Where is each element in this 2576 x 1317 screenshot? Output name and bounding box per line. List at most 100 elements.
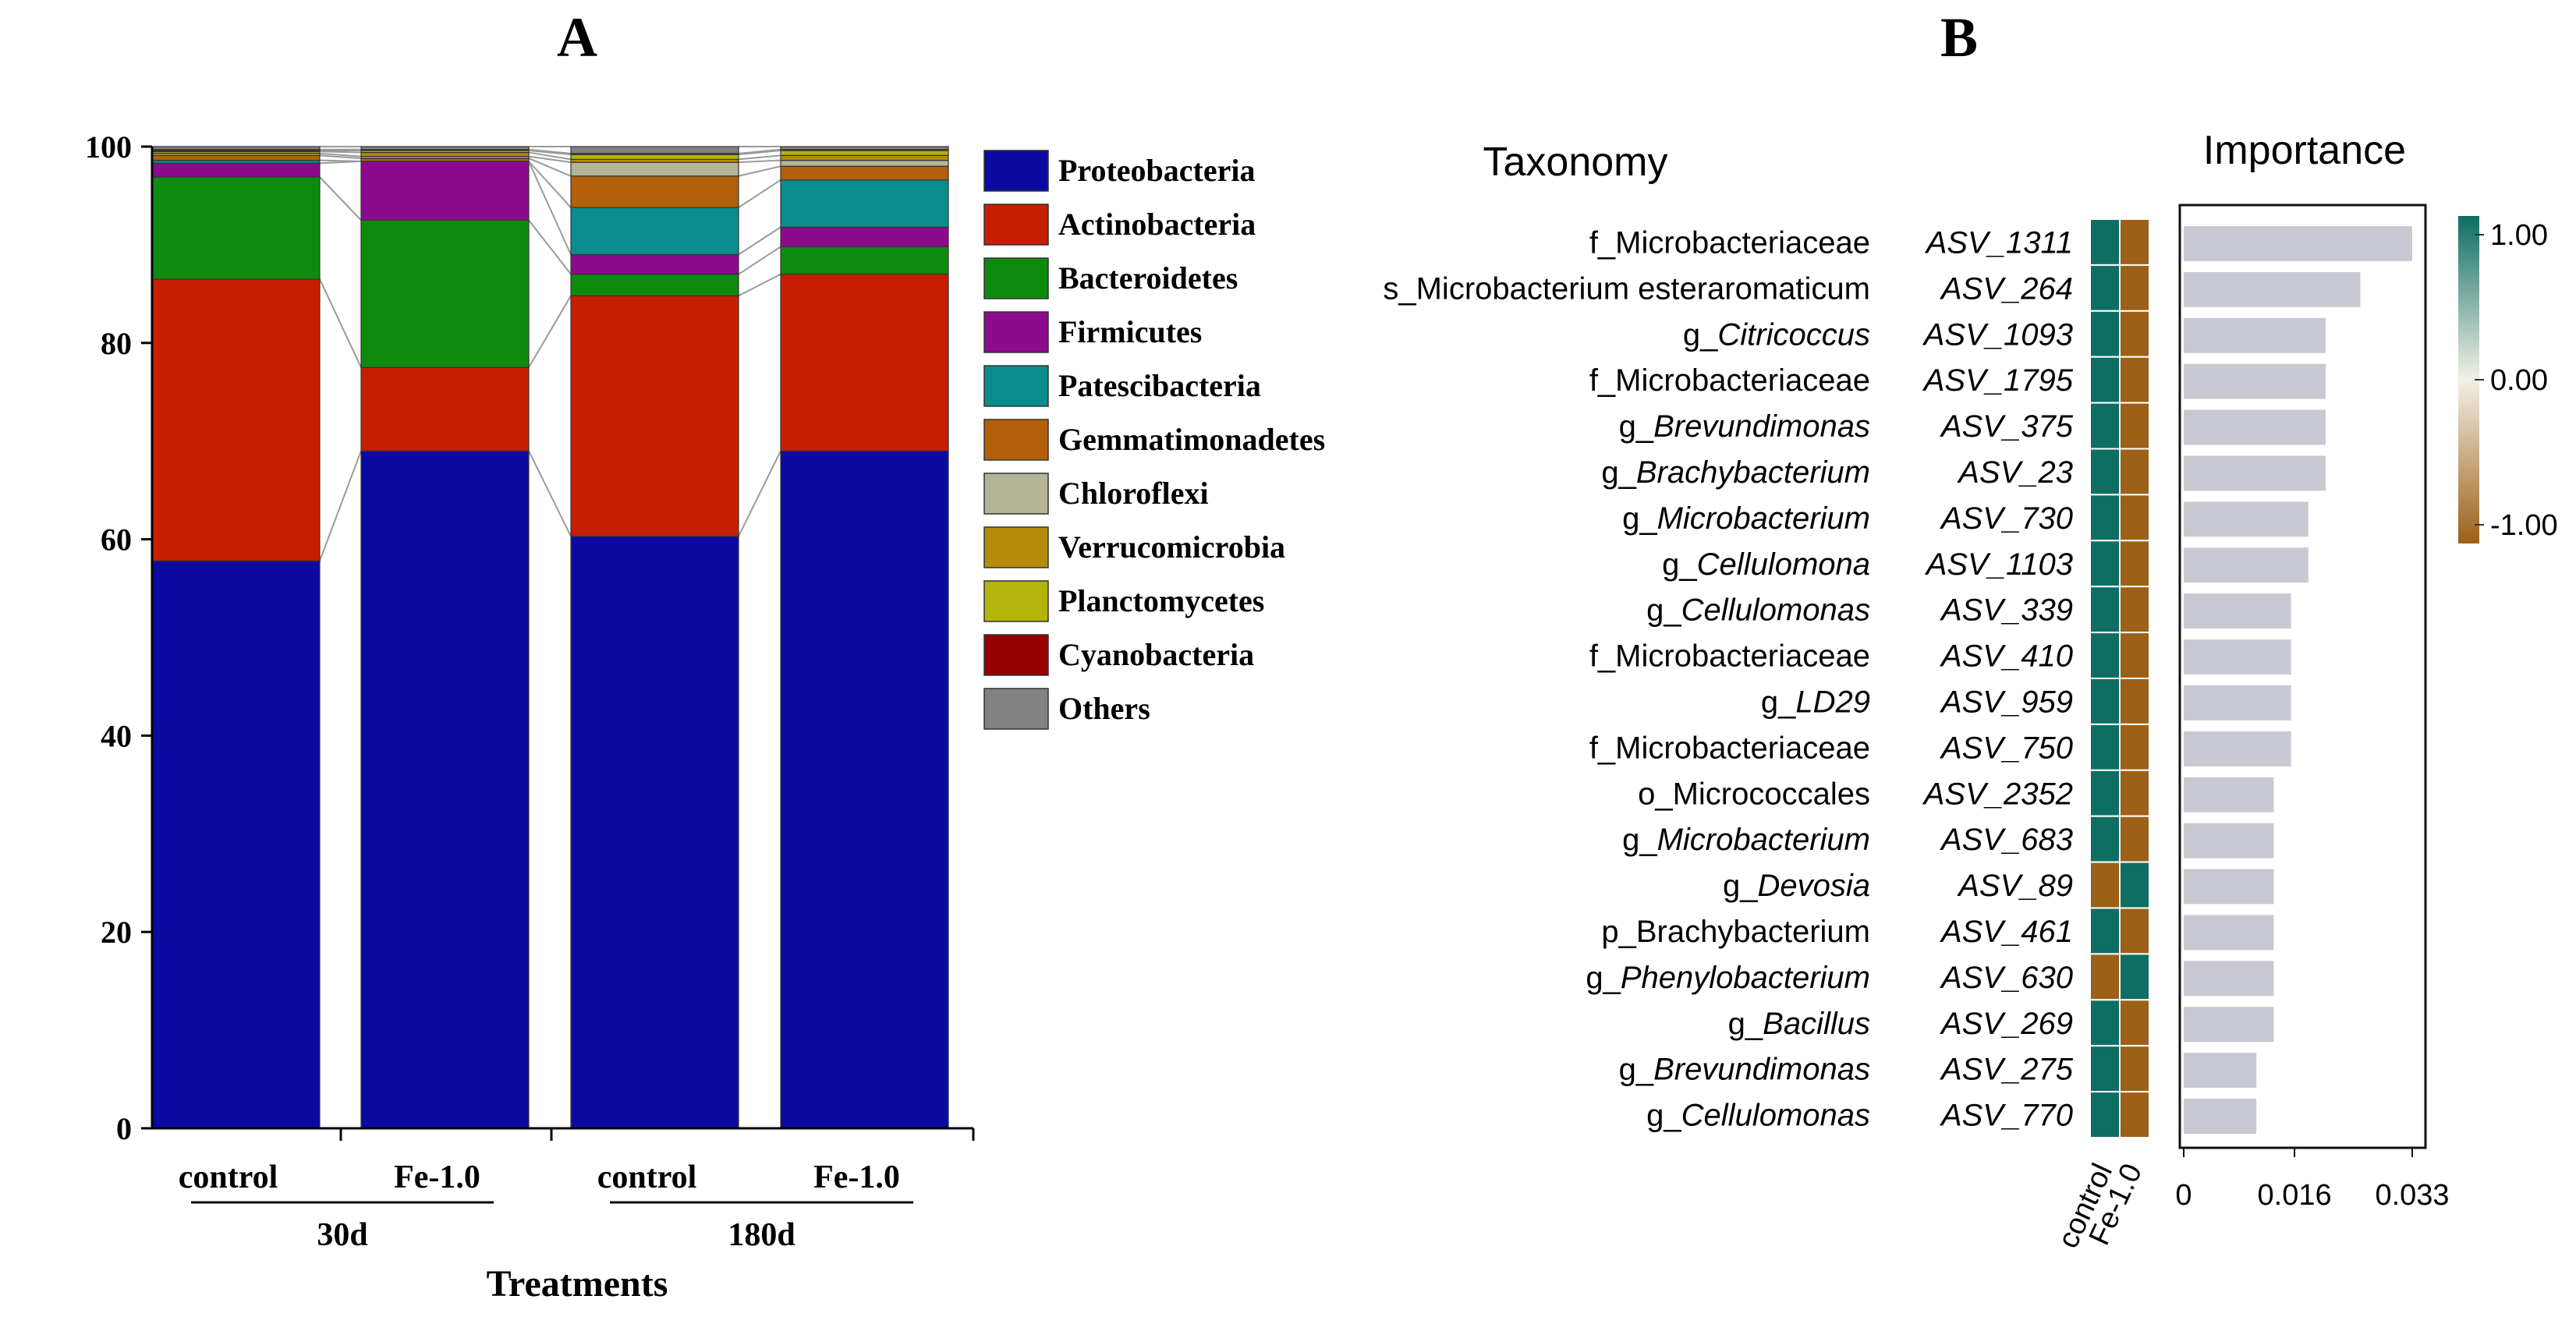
taxonomy-name: Brevundimonas	[1653, 1053, 1870, 1087]
importance-bar	[2184, 226, 2412, 261]
taxonomy-prefix: g_	[1761, 685, 1796, 719]
heatmap-cell	[2119, 1091, 2150, 1138]
heatmap-cell	[2089, 907, 2121, 955]
legend: Proteobacteria Actinobacteria Bacteroidete…	[983, 150, 1325, 730]
heatmap-cell	[2119, 769, 2150, 817]
taxonomy-prefix: g_	[1586, 961, 1621, 995]
heatmap-cell	[2089, 402, 2121, 450]
asv-label: ASV_2352	[1922, 777, 2073, 811]
bar-segment-gemmatimonadetes	[570, 175, 739, 208]
legend-swatch	[983, 688, 1049, 730]
asv-label: ASV_770	[1940, 1099, 2073, 1133]
heatmap-cell	[2119, 356, 2150, 404]
taxonomy-name: Citricoccus	[1717, 317, 1870, 352]
taxonomy-prefix: f_	[1589, 639, 1616, 674]
taxonomy-prefix: g_	[1622, 501, 1657, 536]
bar-segment-others	[780, 146, 949, 150]
taxonomy-label: f_Microbacteriaceae	[1589, 639, 1870, 674]
importance-bar	[2184, 961, 2274, 997]
heatmap-cell	[2119, 264, 2150, 312]
legend-label: Others	[1058, 691, 1150, 726]
heatmap-cell	[2119, 815, 2150, 863]
heatmap-cell	[2119, 861, 2150, 909]
asv-label: ASV_730	[1940, 501, 2073, 536]
x-category-label: control	[179, 1159, 278, 1195]
asv-label: ASV_630	[1940, 961, 2073, 995]
asv-label: ASV_1311	[1925, 225, 2073, 260]
importance-bar	[2184, 1099, 2257, 1134]
taxonomy-prefix: g_	[1662, 547, 1697, 582]
colorbar-tick-label: 1.00	[2490, 219, 2548, 252]
asv-label: ASV_683	[1940, 823, 2073, 857]
taxonomy-label: g_LD29	[1761, 685, 1870, 719]
legend-label: Chloroflexi	[1058, 476, 1209, 511]
importance-bar	[2184, 1053, 2257, 1089]
connector-line	[738, 148, 781, 154]
connector-line	[528, 158, 572, 177]
heatmap-cell	[2119, 678, 2150, 725]
heatmap-cell	[2119, 1045, 2150, 1093]
importance-bar	[2184, 317, 2326, 353]
importance-bar	[2184, 1007, 2274, 1043]
heatmap-cell	[2119, 310, 2150, 358]
taxonomy-name: LD29	[1795, 685, 1870, 719]
bar-segment-gemmatimonadetes	[780, 165, 949, 181]
connector-lines	[319, 146, 781, 561]
taxonomy-label: f_Microbacteriaceae	[1589, 225, 1870, 260]
asv-label: ASV_461	[1940, 915, 2073, 949]
legend-swatch	[983, 204, 1049, 246]
legend-swatch	[983, 365, 1049, 407]
bar-segment-bacteroidetes	[360, 219, 530, 368]
importance-bar	[2184, 409, 2326, 445]
taxonomy-prefix: g_	[1683, 317, 1718, 352]
asv-label: ASV_269	[1940, 1007, 2073, 1041]
bar-segment-actinobacteria	[570, 295, 739, 537]
heatmap-cell	[2119, 999, 2150, 1047]
asv-label: ASV_1093	[1922, 317, 2073, 352]
bar-stacks	[151, 146, 949, 1129]
connector-line	[528, 148, 572, 154]
bar-segment-verrucomicrobia	[780, 154, 949, 161]
taxonomy-name: Brevundimonas	[1653, 409, 1870, 444]
x-category-label: Fe-1.0	[394, 1159, 480, 1195]
importance-tick-label: 0.016	[2258, 1179, 2332, 1212]
connector-line	[738, 150, 781, 156]
legend-label: Actinobacteria	[1058, 207, 1256, 242]
legend-label: Planctomycetes	[1058, 583, 1264, 618]
bar-segment-firmicutes	[780, 226, 949, 248]
taxonomy-prefix: g_	[1723, 869, 1758, 903]
importance-bar	[2184, 593, 2291, 629]
heatmap-cell	[2119, 723, 2150, 771]
heatmap-cell	[2119, 402, 2150, 450]
group-label: 180d	[728, 1217, 795, 1253]
heatmap-cell	[2089, 218, 2121, 266]
connector-line	[738, 246, 781, 275]
connector-line	[319, 450, 362, 561]
legend-swatch	[983, 257, 1049, 299]
x-axis-title: Treatments	[487, 1263, 668, 1305]
taxonomy-name: Microbacterium	[1657, 501, 1870, 536]
legend-label: Verrucomicrobia	[1058, 529, 1285, 565]
connector-line	[319, 278, 362, 368]
connector-line	[738, 226, 781, 256]
bar-segment-firmicutes	[570, 253, 739, 275]
taxonomy-name: Microbacterium	[1657, 823, 1870, 857]
legend-swatch	[983, 473, 1049, 515]
connector-line	[738, 273, 781, 297]
stacked-bar-chart: 0 20 40 60 80 100 control Fe-1.0 control Fe-1.0 30…	[85, 129, 1325, 1305]
asv-label: ASV_959	[1940, 685, 2073, 719]
y-tick-label: 100	[85, 129, 132, 165]
y-tick-label: 40	[101, 718, 132, 753]
connector-line	[528, 161, 572, 255]
y-tick-label: 0	[116, 1111, 132, 1146]
taxonomy-prefix: g_	[1728, 1007, 1763, 1041]
taxonomy-label: o_Micrococcales	[1638, 777, 1870, 811]
asv-label: ASV_750	[1940, 731, 2073, 765]
bar-segment-proteobacteria	[570, 536, 739, 1129]
legend-label: Cyanobacteria	[1058, 637, 1254, 672]
asv-label: ASV_264	[1940, 271, 2073, 306]
importance-bar	[2184, 731, 2291, 766]
bar-segment-firmicutes	[151, 162, 321, 178]
taxonomy-prefix: g_	[1646, 593, 1681, 628]
